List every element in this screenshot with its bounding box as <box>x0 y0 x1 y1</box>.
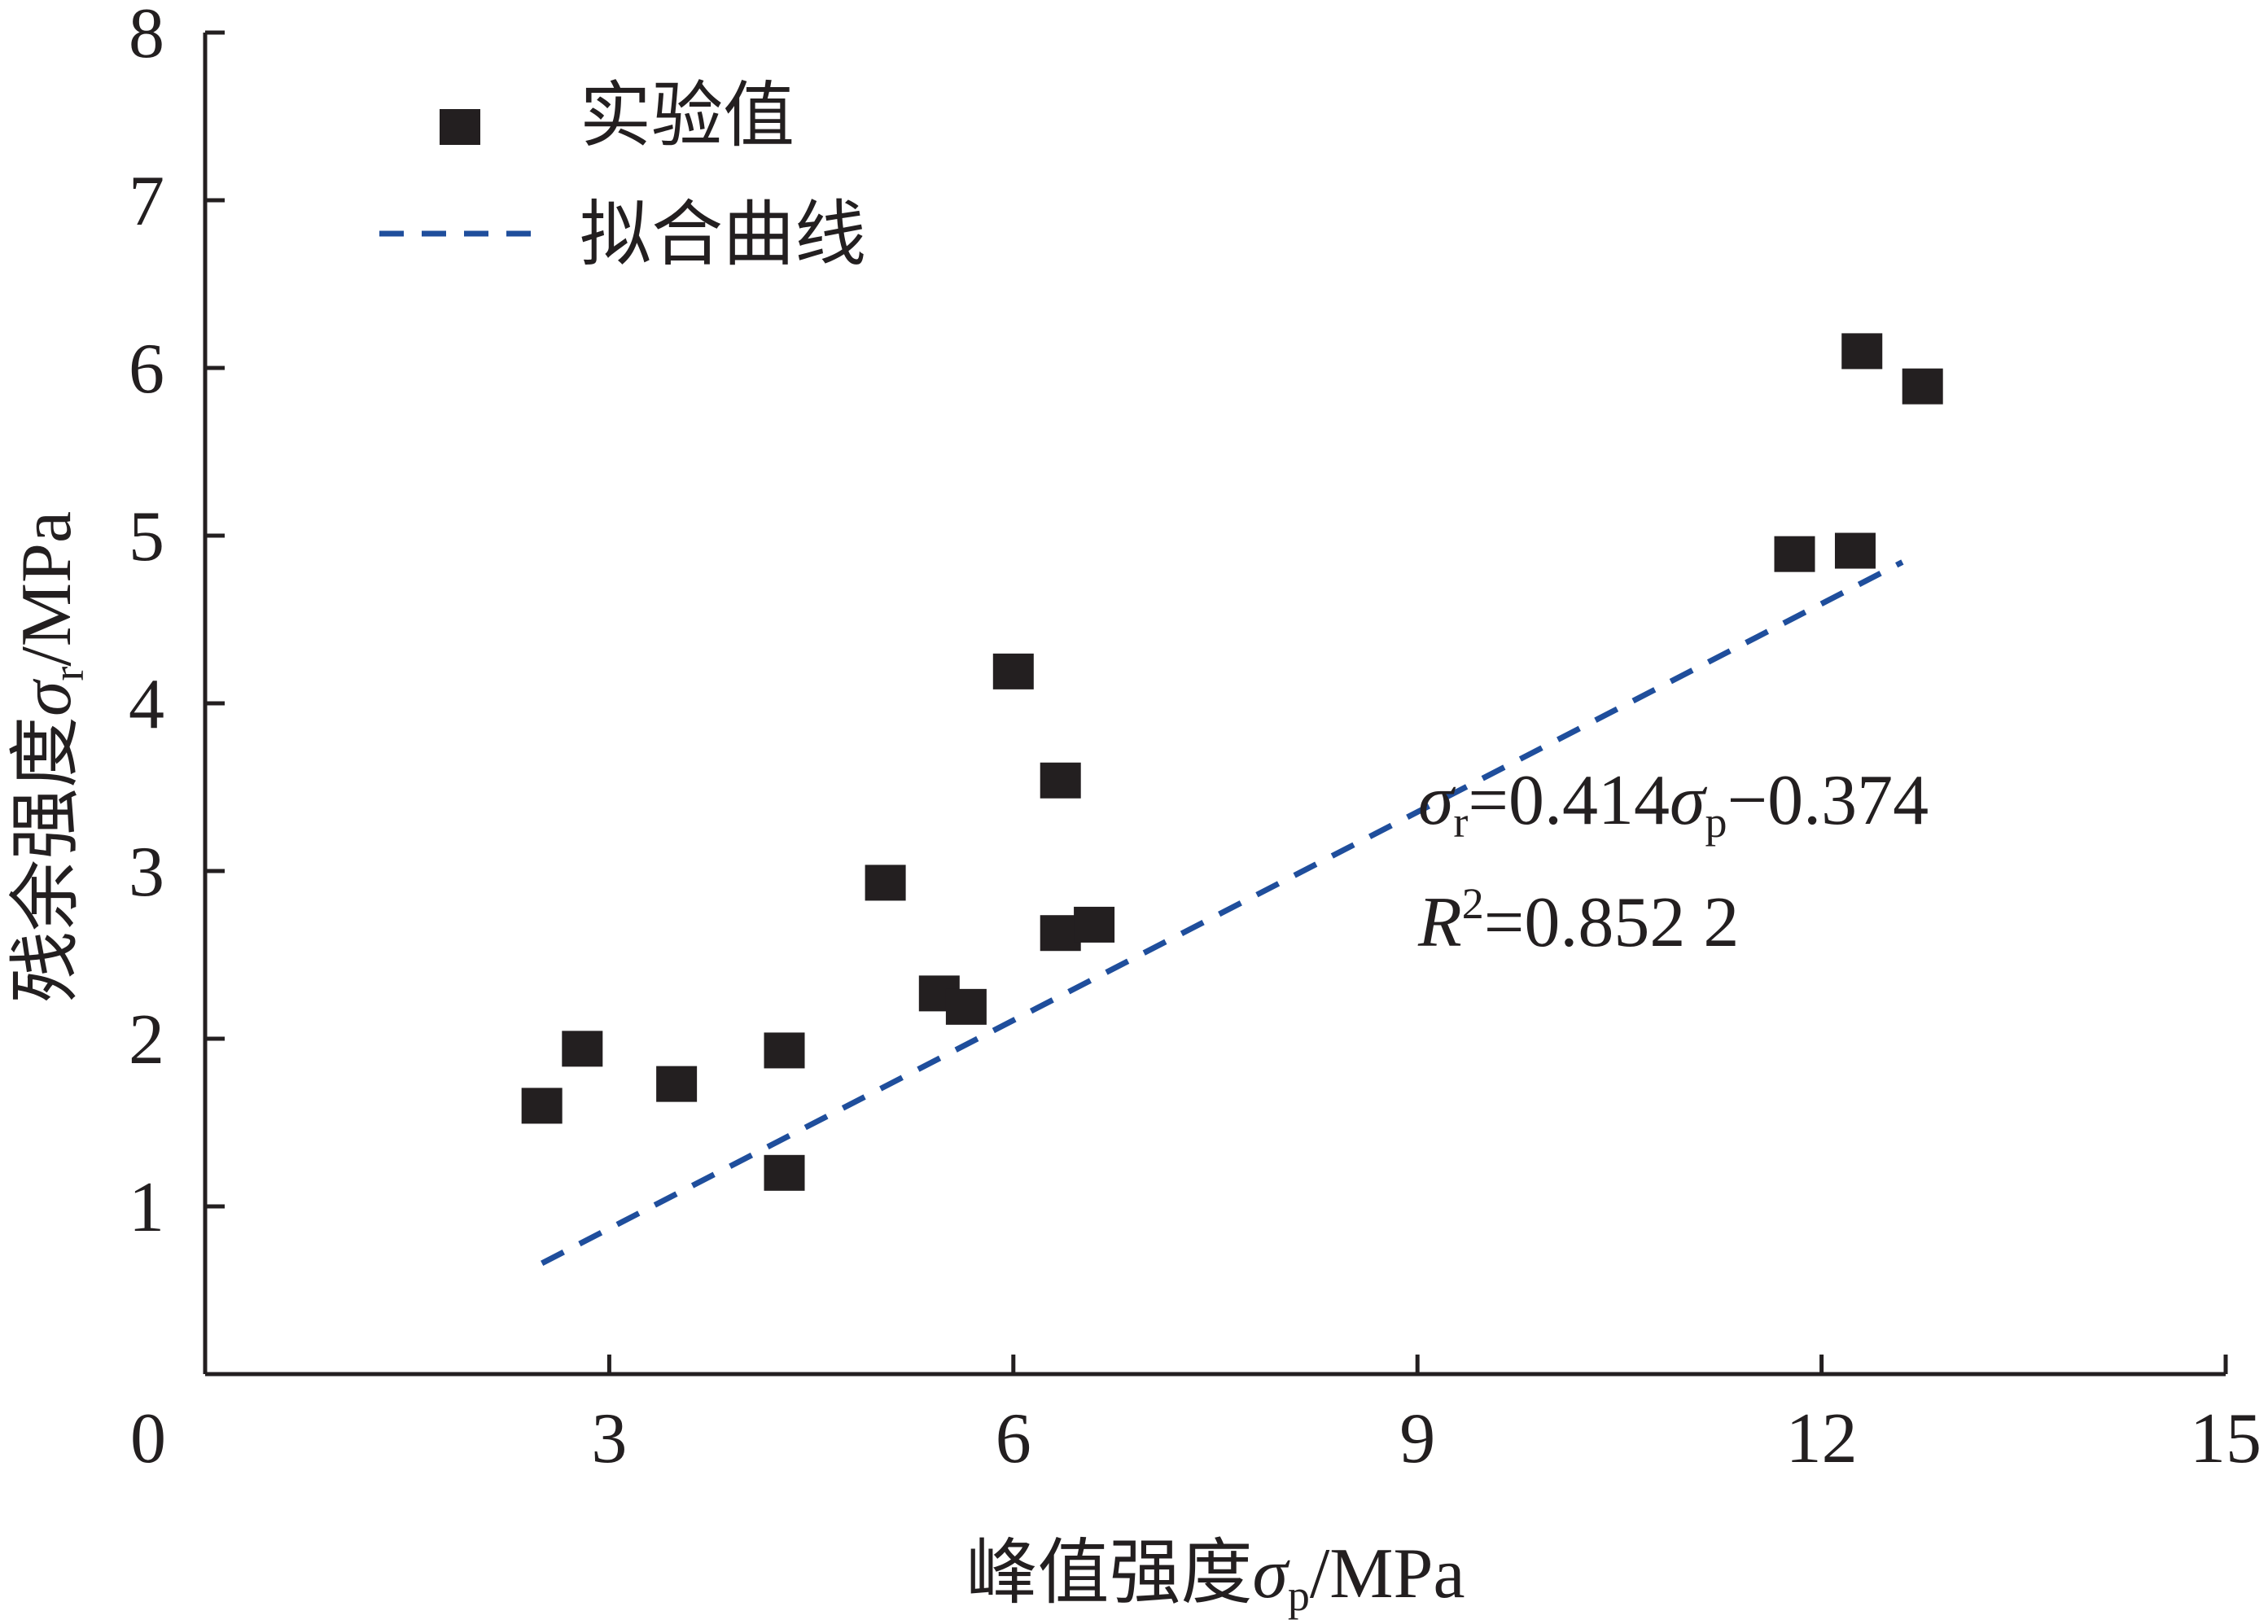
y-tick-label: 6 <box>129 330 164 409</box>
y-tick-label: 5 <box>129 497 164 576</box>
data-point <box>1074 906 1115 943</box>
data-point <box>562 1031 603 1067</box>
data-point <box>992 653 1034 689</box>
data-point <box>1834 532 1876 569</box>
eq-sub-p: p <box>1705 798 1727 847</box>
y-axis-title: 残余强度σr/MPa <box>3 511 93 1003</box>
x-title-main: 峰值强度 <box>965 1530 1252 1614</box>
x-tick-label: 15 <box>2190 1399 2261 1478</box>
x-tick-label: 3 <box>591 1399 627 1478</box>
x-axis-title: 峰值强度σp/MPa <box>965 1530 1465 1620</box>
y-ticks: 1 2 3 4 5 6 7 8 <box>129 0 225 1247</box>
data-point <box>1774 536 1815 572</box>
data-point <box>521 1088 563 1124</box>
data-point <box>1040 762 1081 799</box>
data-points <box>521 333 1943 1191</box>
y-tick-label: 3 <box>129 833 164 912</box>
r-squared: R2=0.852 2 <box>1417 879 1739 962</box>
eq-symbol-sigma: σ <box>1418 761 1456 840</box>
x-tick-label: 12 <box>1786 1399 1858 1478</box>
r2-value: =0.852 2 <box>1484 883 1740 962</box>
legend-label-fit: 拟合曲线 <box>580 192 866 276</box>
legend: 实验值 拟合曲线 <box>379 73 866 276</box>
data-point <box>1902 368 1943 405</box>
legend-label-points: 实验值 <box>580 73 795 157</box>
y-tick-label: 4 <box>129 665 164 744</box>
y-title-main: 残余强度 <box>3 716 87 1003</box>
y-title-sub: r <box>44 667 93 681</box>
x-title-symbol: σ <box>1252 1534 1290 1613</box>
x-title-unit: /MPa <box>1310 1534 1465 1613</box>
data-point <box>764 1032 805 1069</box>
r2-sup: 2 <box>1462 879 1484 928</box>
data-point <box>865 865 906 901</box>
r2-symbol: R <box>1417 883 1462 962</box>
y-tick-label: 1 <box>129 1168 164 1247</box>
y-tick-label: 7 <box>129 162 164 241</box>
data-point <box>764 1154 805 1191</box>
legend-marker-square <box>440 109 480 145</box>
x-ticks: 0 3 6 9 12 15 <box>130 1355 2261 1478</box>
fit-line <box>541 559 1904 1266</box>
y-title-symbol: σ <box>7 678 86 716</box>
eq-middle: =0.414 <box>1468 761 1670 840</box>
x-title-sub: p <box>1288 1571 1310 1620</box>
x-tick-label: 0 <box>130 1399 166 1478</box>
fit-equation: σr=0.414σp−0.374 <box>1418 761 1929 847</box>
data-point <box>945 988 987 1025</box>
eq-sub-r: r <box>1453 798 1468 847</box>
eq-end: −0.374 <box>1727 761 1929 840</box>
data-point <box>1841 333 1883 370</box>
eq-symbol-sigma-2: σ <box>1670 761 1708 840</box>
y-title-unit: /MPa <box>7 511 86 667</box>
x-tick-label: 9 <box>1399 1399 1435 1478</box>
y-tick-label: 8 <box>129 0 164 73</box>
x-tick-label: 6 <box>996 1399 1031 1478</box>
data-point <box>656 1066 698 1102</box>
y-tick-label: 2 <box>129 1000 164 1079</box>
